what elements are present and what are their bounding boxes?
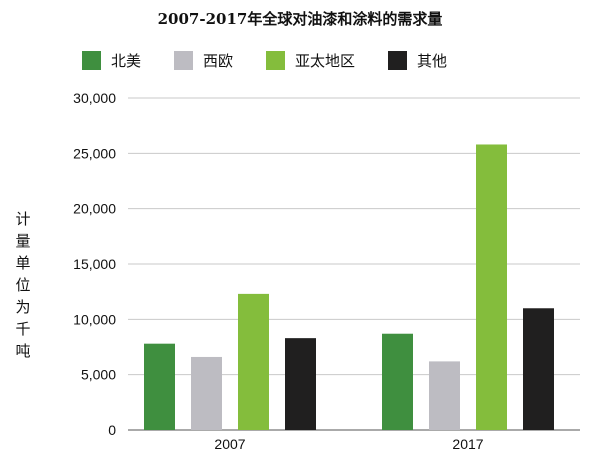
legend-label: 亚太地区 bbox=[295, 52, 356, 70]
y-tick-label: 0 bbox=[108, 422, 116, 438]
legend-item: 西欧 bbox=[174, 50, 233, 71]
legend-item: 其他 bbox=[388, 50, 447, 71]
legend-swatch bbox=[174, 51, 194, 70]
legend-label: 北美 bbox=[111, 52, 142, 70]
y-tick-label: 5,000 bbox=[81, 367, 116, 383]
legend-label: 其他 bbox=[417, 52, 448, 70]
legend: 北美 西欧 亚太地区 其他 bbox=[82, 50, 480, 71]
bar bbox=[476, 144, 507, 431]
bar bbox=[144, 343, 175, 430]
bar bbox=[523, 308, 554, 430]
bar bbox=[382, 333, 413, 430]
bar bbox=[285, 338, 316, 430]
bar bbox=[429, 361, 460, 430]
x-tick-label: 2017 bbox=[452, 436, 483, 452]
y-tick-label: 25,000 bbox=[73, 145, 116, 161]
legend-item: 亚太地区 bbox=[266, 50, 355, 71]
y-tick-label: 20,000 bbox=[73, 201, 116, 217]
y-tick-label: 15,000 bbox=[73, 256, 116, 272]
bar bbox=[238, 293, 269, 430]
legend-swatch bbox=[82, 51, 101, 70]
bar bbox=[191, 356, 222, 430]
x-tick-label: 2007 bbox=[214, 436, 245, 452]
chart-title: 2007-2017年全球对油漆和涂料的需求量 bbox=[157, 10, 443, 28]
y-tick-label: 30,000 bbox=[73, 90, 116, 106]
y-tick-label: 10,000 bbox=[73, 311, 116, 327]
legend-swatch bbox=[388, 51, 408, 70]
legend-swatch bbox=[266, 51, 286, 70]
legend-item: 北美 bbox=[82, 50, 141, 71]
y-axis-label: 计量单位为千吨 bbox=[15, 210, 31, 360]
legend-label: 西欧 bbox=[203, 52, 234, 70]
